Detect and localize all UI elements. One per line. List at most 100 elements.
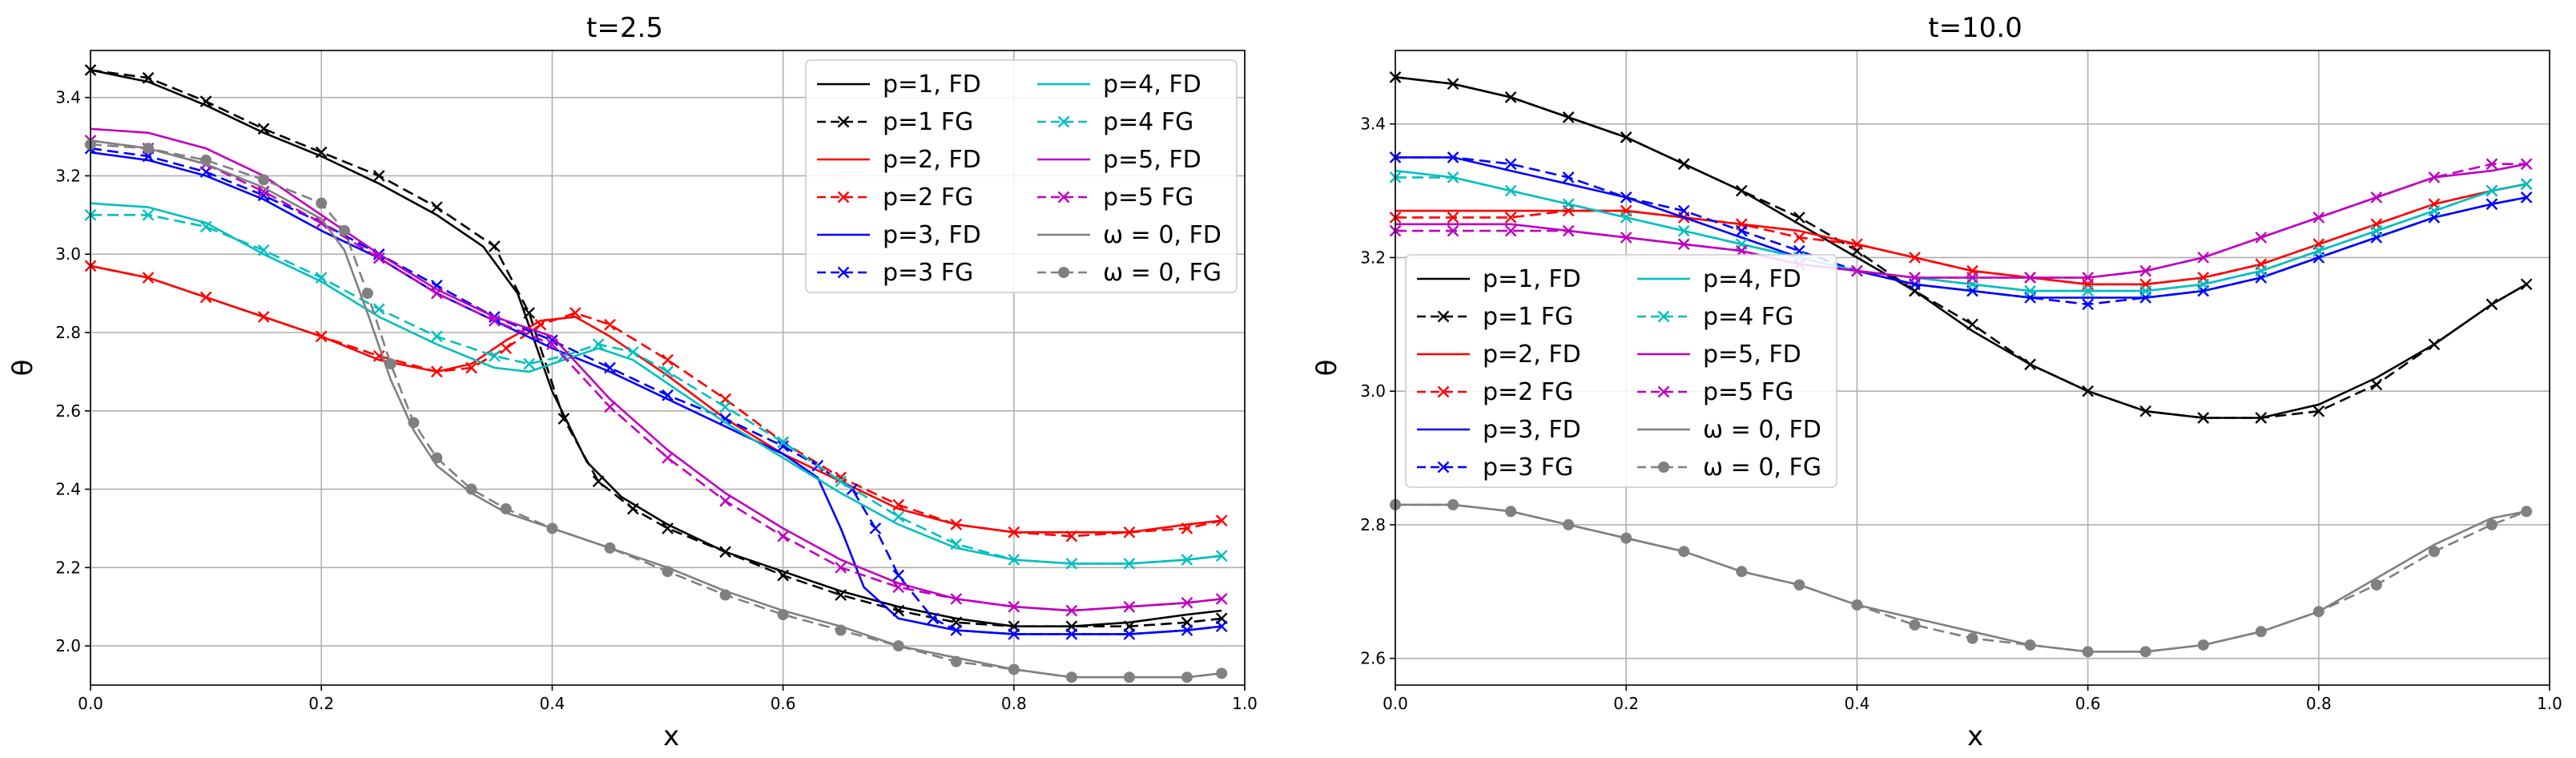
data-point [835, 624, 847, 636]
data-point [315, 216, 328, 229]
legend-label: p=1, FD [883, 71, 981, 99]
data-point [1065, 671, 1077, 683]
data-point [662, 353, 674, 366]
plot-area-frame [1395, 50, 2550, 686]
data-point [2521, 506, 2533, 518]
data-point [199, 95, 212, 107]
data-point [835, 561, 847, 574]
y-axis-label: θ [1311, 360, 1343, 377]
data-point [592, 475, 605, 488]
data-point [892, 498, 905, 511]
y-tick-label: 2.4 [55, 480, 81, 499]
series-8 [90, 127, 1222, 612]
chart-panel-left: t=2.5 0.0 0.2 0.4 0.6 0.8 1.0 2.0 2.2 2.4 2.6 2.8 3… [7, 12, 1258, 752]
data-point [892, 640, 904, 652]
legend-label: ω = 0, FG [1703, 454, 1821, 482]
y-tick-label: 2.8 [1360, 515, 1386, 534]
x-tick-label: 0.4 [1844, 694, 1870, 713]
data-point [662, 452, 674, 464]
data-point [2485, 518, 2498, 530]
data-point [1563, 518, 1575, 530]
data-point [1735, 224, 1748, 237]
data-point [257, 185, 270, 198]
legend-label: p=4, FD [1703, 265, 1801, 293]
data-point [1181, 522, 1193, 534]
data-point [2082, 284, 2094, 297]
x-tick-label: 1.0 [2537, 694, 2562, 713]
data-point [662, 566, 674, 578]
data-point [1735, 184, 1748, 197]
data-point [1065, 628, 1078, 640]
data-point [777, 609, 789, 620]
legend-label: p=1 FG [1483, 303, 1573, 331]
data-point [430, 201, 443, 213]
data-point [1447, 171, 1459, 183]
legend-marker [1658, 462, 1669, 473]
data-point [2428, 171, 2441, 183]
series-line [90, 147, 1222, 635]
data-point [372, 303, 385, 316]
x-tick-label: 0.6 [771, 694, 796, 713]
y-tick-label: 3.0 [55, 244, 81, 264]
data-point [1504, 212, 1517, 224]
legend-item: ω = 0, FD [1637, 416, 1821, 444]
data-point [2485, 158, 2498, 171]
data-point [1562, 171, 1575, 183]
legend-box [1405, 254, 1837, 488]
data-point [662, 365, 674, 378]
chart-panel-right: t=10.0 0.0 0.2 0.4 0.6 0.8 1.0 2.6 2.8 3.0 3.2 3.4… [1311, 12, 2562, 752]
data-point [1620, 232, 1632, 244]
legend-item: p=5, FD [1037, 146, 1201, 174]
data-point [2139, 264, 2151, 277]
data-point [2485, 298, 2498, 311]
data-point [1008, 663, 1020, 675]
legend-marker [1437, 310, 1450, 323]
x-tick-label: 0.0 [1383, 694, 1408, 713]
data-point [546, 522, 558, 534]
data-point [1181, 671, 1193, 683]
data-point [1909, 619, 1921, 631]
data-point [1851, 599, 1863, 611]
data-point [142, 71, 155, 84]
legend-item: p=1 FG [1417, 303, 1573, 331]
legend-marker [1657, 385, 1670, 398]
data-point [2139, 284, 2151, 297]
data-point [1008, 600, 1020, 613]
data-point [339, 224, 351, 236]
data-point [2024, 284, 2036, 297]
data-point [2520, 178, 2533, 191]
legend-item: ω = 0, FG [1637, 454, 1821, 482]
data-point [1215, 620, 1228, 633]
x-tick-label: 0.6 [2075, 694, 2101, 713]
legend-label: p=3 FG [1483, 454, 1573, 482]
legend-item: p=1, FD [1417, 265, 1581, 293]
legend-marker [837, 191, 850, 204]
data-point [2370, 378, 2383, 391]
data-point [361, 288, 373, 300]
chart-title: t=2.5 [586, 12, 663, 44]
legend-item: p=1 FG [817, 108, 973, 136]
data-point [950, 655, 962, 667]
y-tick-label: 2.2 [55, 558, 81, 577]
data-point [869, 522, 882, 534]
data-point [199, 291, 212, 304]
data-point [927, 612, 940, 625]
data-point [1008, 526, 1020, 538]
legend-item: ω = 0, FG [1037, 259, 1222, 287]
data-point [1620, 192, 1632, 204]
data-point [2082, 646, 2094, 658]
legend-label: p=5 FG [1703, 378, 1793, 406]
legend-label: p=4 FG [1103, 108, 1193, 136]
legend-marker [1657, 310, 1670, 323]
data-point [2520, 158, 2533, 171]
data-point [950, 538, 963, 550]
series-line [90, 264, 1222, 534]
y-axis-label: θ [7, 360, 39, 377]
data-point [835, 475, 847, 488]
legend-item: p=2, FD [817, 146, 981, 174]
legend-label: p=4, FD [1103, 71, 1201, 99]
data-point [1677, 224, 1690, 237]
data-point [1123, 526, 1136, 538]
data-point [465, 361, 477, 374]
data-point [1215, 514, 1228, 527]
